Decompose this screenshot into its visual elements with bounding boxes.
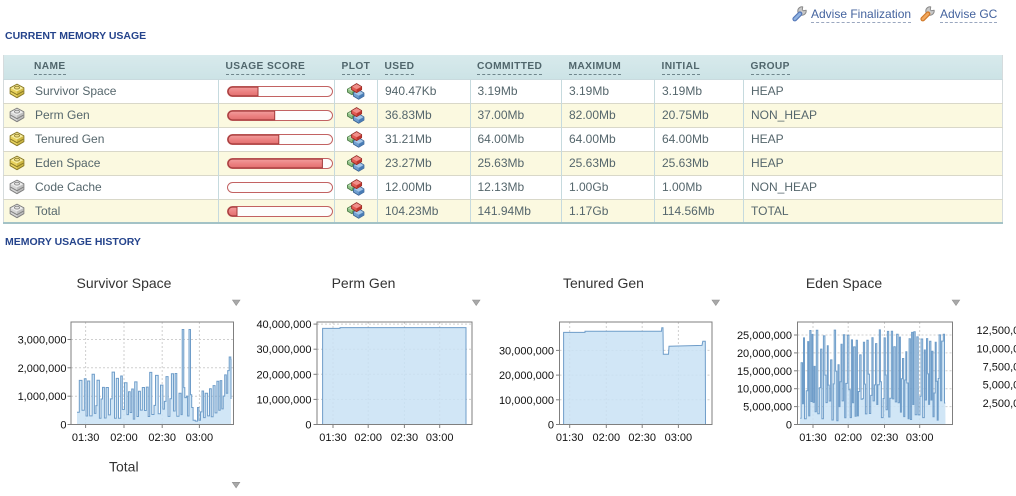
svg-text:02:00: 02:00 <box>354 432 382 444</box>
svg-text:Survivor Space: Survivor Space <box>77 275 172 291</box>
svg-text:02:30: 02:30 <box>148 432 176 444</box>
svg-text:Tenured Gen: Tenured Gen <box>563 275 644 291</box>
svg-text:Perm Gen: Perm Gen <box>332 275 396 291</box>
svg-text:25,000,000: 25,000,000 <box>737 330 792 342</box>
svg-text:01:30: 01:30 <box>556 432 584 444</box>
svg-text:5,000,000: 5,000,000 <box>983 380 1016 392</box>
svg-text:12,500,000: 12,500,000 <box>976 325 1016 337</box>
svg-text:0: 0 <box>548 420 554 432</box>
svg-text:30,000,000: 30,000,000 <box>499 345 554 357</box>
svg-text:Total: Total <box>109 459 139 475</box>
svg-text:40,000,000: 40,000,000 <box>256 319 311 331</box>
svg-text:10,000,000: 10,000,000 <box>499 395 554 407</box>
svg-text:01:30: 01:30 <box>799 432 827 444</box>
svg-text:20,000,000: 20,000,000 <box>256 369 311 381</box>
svg-text:01:30: 01:30 <box>319 432 347 444</box>
svg-text:03:00: 03:00 <box>186 432 214 444</box>
svg-text:5,000,000: 5,000,000 <box>743 402 792 414</box>
svg-text:2,500,000: 2,500,000 <box>983 398 1016 410</box>
svg-text:10,000,000: 10,000,000 <box>256 394 311 406</box>
svg-text:10,000,000: 10,000,000 <box>976 343 1016 355</box>
svg-text:Eden Space: Eden Space <box>806 275 882 291</box>
svg-text:03:00: 03:00 <box>426 432 454 444</box>
svg-text:20,000,000: 20,000,000 <box>737 348 792 360</box>
svg-text:20,000,000: 20,000,000 <box>499 370 554 382</box>
svg-text:02:00: 02:00 <box>834 432 862 444</box>
svg-text:02:00: 02:00 <box>110 432 138 444</box>
svg-text:03:00: 03:00 <box>665 432 693 444</box>
svg-text:1,000,000: 1,000,000 <box>18 391 67 403</box>
svg-text:2,000,000: 2,000,000 <box>18 363 67 375</box>
svg-text:02:30: 02:30 <box>391 432 419 444</box>
svg-text:02:30: 02:30 <box>871 432 899 444</box>
svg-text:30,000,000: 30,000,000 <box>256 344 311 356</box>
svg-text:01:30: 01:30 <box>72 432 100 444</box>
svg-text:03:00: 03:00 <box>906 432 934 444</box>
svg-text:15,000,000: 15,000,000 <box>737 366 792 378</box>
svg-text:10,000,000: 10,000,000 <box>737 384 792 396</box>
svg-text:0: 0 <box>60 420 66 432</box>
svg-text:0: 0 <box>305 420 311 432</box>
svg-text:0: 0 <box>786 420 792 432</box>
svg-text:02:00: 02:00 <box>593 432 621 444</box>
svg-text:02:30: 02:30 <box>628 432 656 444</box>
svg-text:7,500,000: 7,500,000 <box>983 361 1016 373</box>
svg-text:3,000,000: 3,000,000 <box>18 335 67 347</box>
